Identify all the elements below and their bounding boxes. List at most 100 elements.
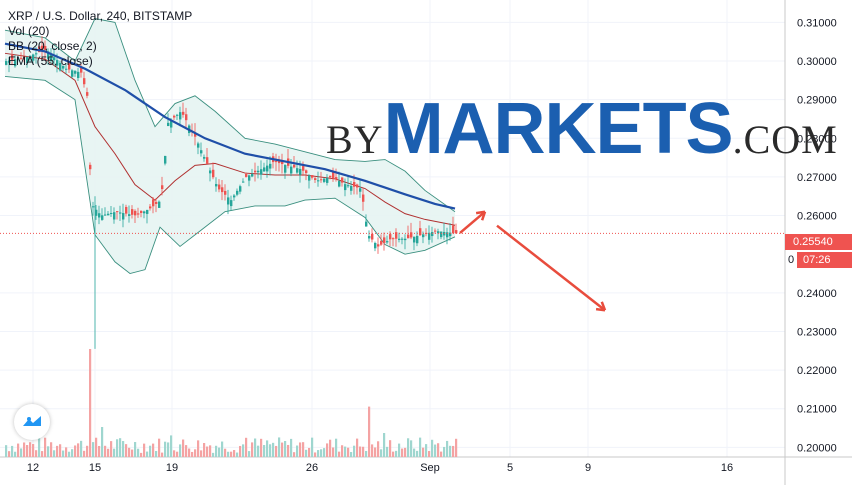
volume-bar <box>329 439 332 457</box>
candle-body <box>347 185 350 187</box>
volume-bar <box>371 444 374 457</box>
candle-body <box>116 211 119 213</box>
volume-bar <box>176 451 179 457</box>
price-tick-label: 0.21000 <box>797 404 837 416</box>
candle-body <box>359 188 362 192</box>
volume-bar <box>368 406 371 457</box>
volume-bar <box>122 441 125 457</box>
price-tick-label: 0.31000 <box>797 17 837 29</box>
legend-volume[interactable]: Vol (20) <box>8 24 50 38</box>
candle-body <box>119 212 122 214</box>
candle-body <box>293 164 296 168</box>
volume-bar <box>89 349 92 457</box>
volume-bar <box>86 445 89 457</box>
volume-bar <box>269 444 272 457</box>
candle-body <box>248 175 251 181</box>
volume-bar <box>41 451 44 457</box>
volume-bar <box>341 445 344 457</box>
volume-bar <box>44 437 47 457</box>
candle-body <box>176 114 179 116</box>
candle-body <box>131 209 134 215</box>
volume-bar <box>356 438 359 457</box>
candle-body <box>218 184 221 190</box>
volume-bar <box>83 450 86 457</box>
candle-body <box>95 209 98 216</box>
price-tick-label: 0.29000 <box>797 95 837 107</box>
volume-bar <box>245 437 248 457</box>
volume-bar <box>317 450 320 457</box>
legend-bollinger[interactable]: BB (20, close, 2) <box>8 39 97 53</box>
candle-body <box>404 238 407 241</box>
candle-body <box>86 92 89 96</box>
candle-body <box>137 213 140 215</box>
volume-bar <box>161 452 164 457</box>
candle-body <box>233 195 236 198</box>
volume-bar <box>107 448 110 457</box>
volume-bar <box>95 437 98 457</box>
candle-body <box>398 238 401 240</box>
legend-symbol[interactable]: XRP / U.S. Dollar, 240, BITSTAMP <box>8 9 193 23</box>
watermark-prefix: BY <box>326 117 384 162</box>
volume-bar <box>272 442 275 457</box>
last-price-tag: 0.25540 <box>785 234 852 250</box>
tradingview-logo[interactable] <box>14 404 50 440</box>
candle-body <box>104 214 107 216</box>
volume-bar <box>17 443 20 457</box>
candle-body <box>182 111 185 115</box>
candle-body <box>29 55 32 57</box>
volume-bar <box>434 444 437 457</box>
volume-bar <box>293 452 296 457</box>
legend-ema[interactable]: EMA (55, close) <box>8 54 93 68</box>
volume-bar <box>449 445 452 457</box>
last-price-label: 0.25540 <box>793 236 833 248</box>
candle-body <box>395 232 398 239</box>
candle-body <box>302 166 305 171</box>
volume-bar <box>77 443 80 457</box>
volume-bar <box>167 442 170 457</box>
volume-bar <box>332 447 335 457</box>
candle-body <box>380 241 383 245</box>
volume-bar <box>287 444 290 457</box>
volume-bar <box>425 444 428 457</box>
volume-bar <box>278 437 281 457</box>
candle-body <box>68 62 71 70</box>
candle-body <box>251 173 254 177</box>
candle-body <box>362 194 365 202</box>
candle-body <box>146 209 149 214</box>
volume-bar <box>305 449 308 457</box>
time-tick-label: 9 <box>585 462 591 474</box>
candle-body <box>179 112 182 120</box>
volume-bar <box>179 444 182 457</box>
candle-body <box>59 62 62 71</box>
volume-bar <box>26 445 29 457</box>
volume-bar <box>101 427 104 457</box>
volume-bar <box>212 452 215 457</box>
candle-body <box>401 238 404 240</box>
candle-body <box>26 56 29 64</box>
volume-bar <box>443 446 446 457</box>
volume-bar <box>185 445 188 457</box>
candle-body <box>197 143 200 148</box>
volume-bar <box>236 452 239 457</box>
candle-body <box>326 177 329 183</box>
candle-body <box>74 71 77 74</box>
volume-bar <box>110 441 113 457</box>
volume-bar <box>38 437 41 457</box>
volume-bar <box>53 450 56 457</box>
volume-bar <box>125 444 128 457</box>
candle-body <box>305 170 308 174</box>
volume-bar <box>380 449 383 457</box>
candle-body <box>383 237 386 243</box>
time-tick-label: 19 <box>166 462 178 474</box>
volume-bar <box>29 442 32 457</box>
candle-body <box>254 170 257 173</box>
volume-bar <box>353 445 356 457</box>
candle-body <box>236 190 239 195</box>
volume-bar <box>374 447 377 457</box>
volume-bar <box>92 442 95 457</box>
volume-bar <box>455 438 458 457</box>
watermark-suffix: .COM <box>732 117 838 162</box>
time-tick-label: 16 <box>721 462 733 474</box>
candle-body <box>53 57 56 61</box>
